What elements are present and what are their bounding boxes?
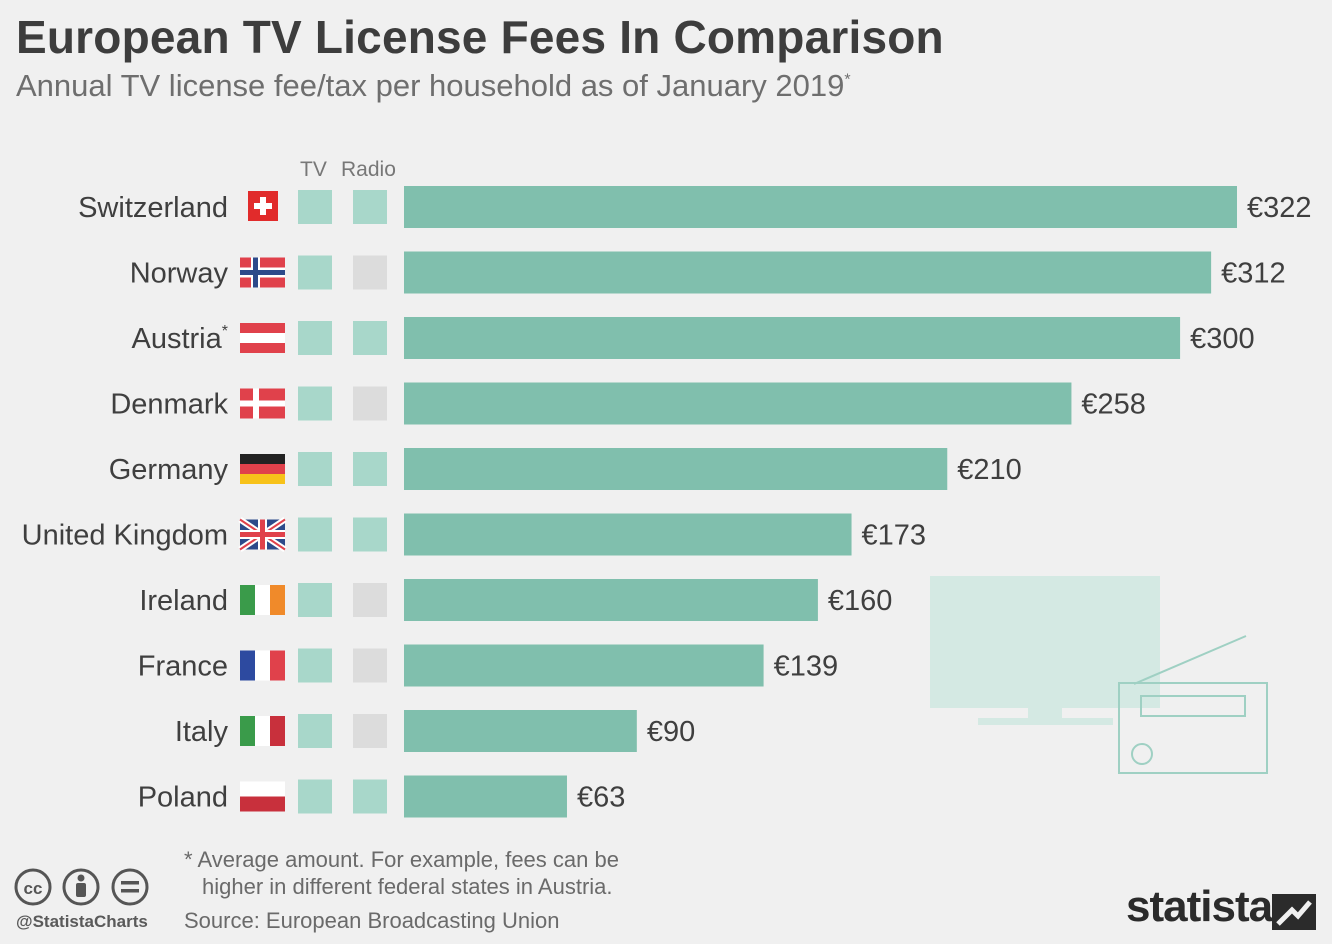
tv-indicator	[298, 517, 332, 552]
svg-text:cc: cc	[24, 879, 43, 898]
radio-indicator	[353, 714, 387, 748]
poland-flag	[240, 781, 285, 797]
radio-indicator	[353, 517, 387, 552]
ireland-flag-stripe-orange	[270, 585, 285, 615]
country-label: Denmark	[110, 389, 228, 421]
by-icon	[62, 868, 100, 906]
cc-icon: cc	[14, 868, 52, 906]
value-label: €139	[774, 651, 839, 683]
germany-flag	[240, 454, 285, 464]
radio-indicator	[353, 255, 387, 290]
tv-indicator	[298, 714, 332, 748]
footnote-line-1: * Average amount. For example, fees can …	[184, 847, 619, 872]
radio-indicator	[353, 190, 387, 224]
ireland-flag-stripe-white	[255, 585, 270, 615]
radio-antenna-shape	[1133, 635, 1247, 685]
value-label: €160	[828, 585, 893, 617]
radio-indicator	[353, 321, 387, 355]
value-label: €300	[1190, 323, 1255, 355]
radio-indicator	[353, 452, 387, 486]
country-label: Austria*	[132, 323, 229, 355]
value-label: €90	[647, 716, 695, 748]
bar-chart: Switzerland €322 Norway €312 Austria* €300 Den…	[22, 186, 1312, 818]
bar	[404, 775, 567, 818]
tv-stand-shape	[1028, 708, 1062, 718]
country-label: Ireland	[139, 585, 228, 617]
france-flag-stripe-red	[270, 650, 285, 681]
uk-flag-cross-h-red	[240, 532, 285, 537]
value-label: €173	[862, 520, 927, 552]
tv-indicator	[298, 190, 332, 224]
subtitle-footnote-mark: *	[844, 71, 851, 89]
tv-indicator	[298, 648, 332, 683]
italy-flag	[240, 716, 255, 746]
value-label: €210	[957, 454, 1022, 486]
tv-indicator	[298, 583, 332, 617]
bar	[404, 186, 1237, 228]
bar	[404, 644, 764, 687]
radio-knob-shape	[1131, 743, 1153, 765]
denmark-flag-cross-h	[240, 400, 285, 407]
norway-flag-cross-h-blue	[240, 270, 285, 275]
germany-flag-stripe-gold	[240, 474, 285, 484]
nd-icon	[111, 868, 149, 906]
tv-base-shape	[978, 718, 1113, 725]
radio-body-shape	[1118, 682, 1268, 774]
country-label: Norway	[130, 258, 229, 290]
chart-subtitle: Annual TV license fee/tax per household …	[16, 68, 851, 104]
bar	[404, 448, 948, 490]
source-text: Source: European Broadcasting Union	[184, 908, 560, 933]
radio-indicator	[353, 386, 387, 421]
tv-indicator	[298, 255, 332, 290]
bar	[404, 317, 1181, 359]
tv-indicator	[298, 452, 332, 486]
statista-logo-icon	[1272, 894, 1316, 930]
bar	[404, 710, 637, 752]
radio-indicator	[353, 779, 387, 814]
france-flag	[240, 650, 255, 681]
poland-flag-stripe-red	[240, 796, 285, 812]
statista-wordmark[interactable]: statista	[1126, 882, 1273, 931]
tv-radio-illustration	[930, 576, 1268, 774]
bar	[404, 513, 852, 556]
subtitle-text: Annual TV license fee/tax per household …	[16, 68, 845, 103]
france-flag-stripe-white	[255, 650, 270, 681]
bar	[404, 579, 818, 621]
radio-indicator	[353, 583, 387, 617]
footnote-line-2: higher in different federal states in Au…	[202, 874, 613, 899]
country-label: France	[138, 651, 228, 683]
twitter-handle[interactable]: @StatistaCharts	[16, 912, 148, 931]
value-label: €258	[1081, 389, 1146, 421]
ireland-flag	[240, 585, 255, 615]
footnote: * Average amount. For example, fees can …	[184, 846, 704, 900]
chart-title: European TV License Fees In Comparison	[16, 11, 944, 63]
country-label: Italy	[175, 716, 229, 748]
column-header-radio: Radio	[341, 158, 396, 181]
creative-commons-icons[interactable]: cc	[14, 866, 154, 908]
value-label: €312	[1221, 258, 1286, 290]
austria-flag-stripe	[240, 333, 285, 343]
italy-flag-stripe-red	[270, 716, 285, 746]
germany-flag-stripe-red	[240, 464, 285, 474]
tv-indicator	[298, 321, 332, 355]
tv-screen-shape	[930, 576, 1160, 708]
value-label: €322	[1247, 192, 1312, 224]
bar	[404, 382, 1072, 425]
country-label: Germany	[109, 454, 229, 486]
tv-indicator	[298, 386, 332, 421]
radio-display-shape	[1140, 695, 1246, 717]
country-label: Poland	[138, 782, 228, 814]
country-label: Switzerland	[78, 192, 228, 224]
value-label: €63	[577, 782, 625, 814]
italy-flag-stripe-white	[255, 716, 270, 746]
tv-indicator	[298, 779, 332, 814]
radio-indicator	[353, 648, 387, 683]
column-header-tv: TV	[300, 158, 327, 181]
country-label: United Kingdom	[22, 520, 228, 552]
switzerland-flag-cross-h	[254, 203, 272, 209]
bar	[404, 251, 1212, 294]
